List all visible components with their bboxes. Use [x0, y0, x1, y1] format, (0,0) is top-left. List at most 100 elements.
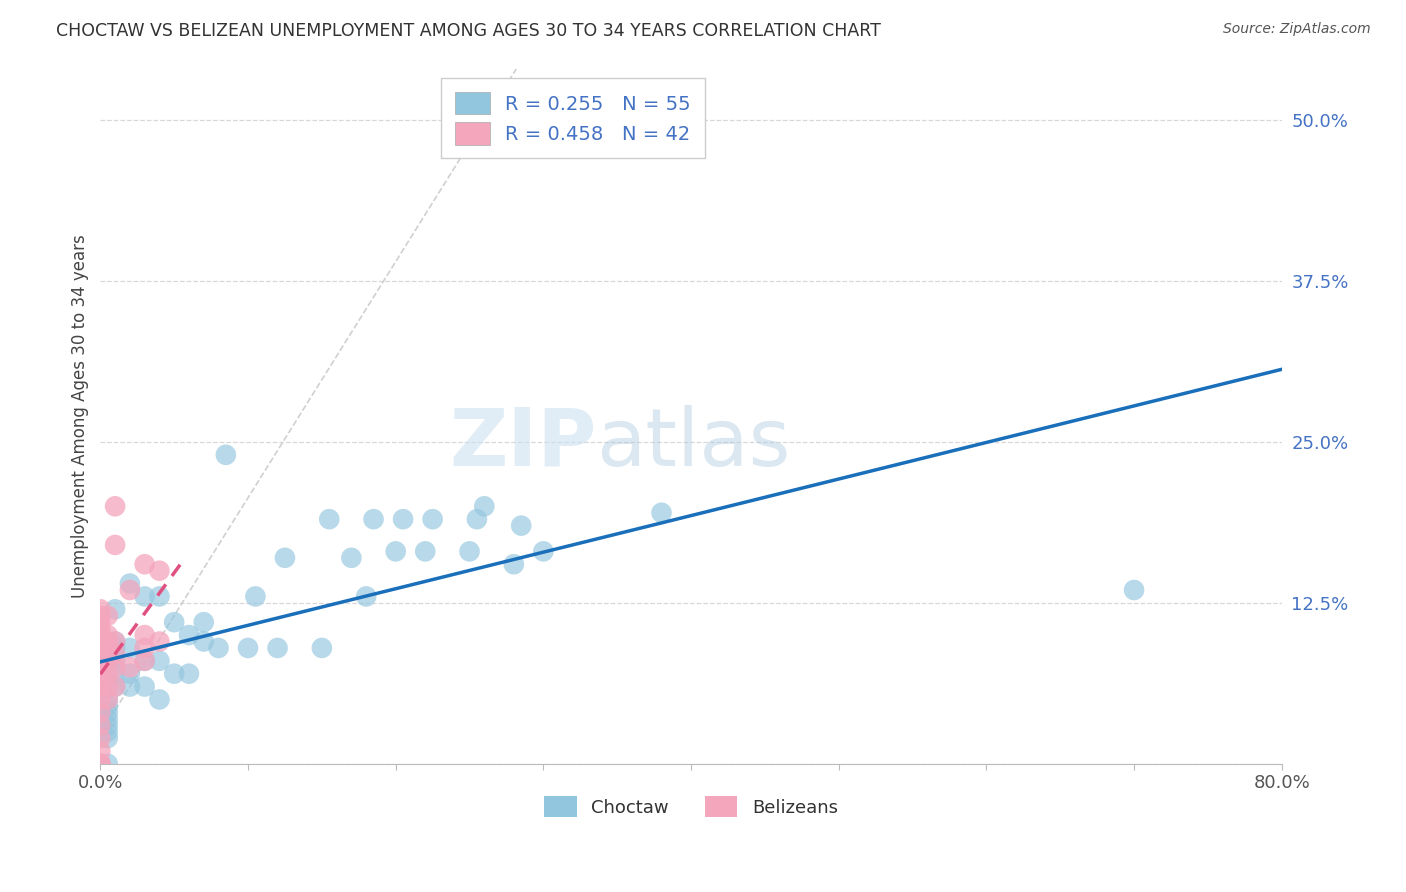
Point: [177, 628, 200, 642]
Point: [89, 718, 111, 732]
Point: [458, 544, 481, 558]
Point: [134, 628, 156, 642]
Point: [1123, 582, 1146, 597]
Point: [104, 538, 127, 552]
Point: [384, 544, 406, 558]
Y-axis label: Unemployment Among Ages 30 to 34 years: Unemployment Among Ages 30 to 34 years: [72, 235, 89, 598]
Point: [89, 756, 111, 771]
Point: [89, 756, 111, 771]
Point: [392, 512, 415, 526]
Point: [89, 673, 111, 687]
Point: [118, 660, 141, 674]
Point: [97, 608, 120, 623]
Point: [97, 640, 120, 655]
Point: [97, 634, 120, 648]
Point: [148, 590, 170, 604]
Point: [134, 680, 156, 694]
Point: [97, 706, 120, 720]
Point: [89, 692, 111, 706]
Point: [363, 512, 385, 526]
Point: [97, 680, 120, 694]
Point: [104, 648, 127, 662]
Point: [97, 666, 120, 681]
Point: [148, 692, 170, 706]
Point: [97, 692, 120, 706]
Point: [104, 666, 127, 681]
Point: [89, 615, 111, 630]
Point: [118, 582, 141, 597]
Point: [177, 666, 200, 681]
Point: [193, 615, 215, 630]
Point: [104, 634, 127, 648]
Point: [104, 500, 127, 514]
Point: [207, 640, 229, 655]
Point: [89, 608, 111, 623]
Point: [118, 576, 141, 591]
Point: [266, 640, 288, 655]
Point: [413, 544, 436, 558]
Point: [148, 634, 170, 648]
Point: [163, 666, 186, 681]
Point: [89, 731, 111, 745]
Point: [97, 654, 120, 668]
Point: [311, 640, 333, 655]
Point: [502, 558, 524, 572]
Point: [134, 590, 156, 604]
Point: [89, 680, 111, 694]
Point: [104, 680, 127, 694]
Point: [236, 640, 259, 655]
Point: [134, 640, 156, 655]
Point: [118, 640, 141, 655]
Text: Source: ZipAtlas.com: Source: ZipAtlas.com: [1223, 22, 1371, 37]
Point: [89, 602, 111, 616]
Point: [97, 628, 120, 642]
Point: [89, 756, 111, 771]
Point: [104, 602, 127, 616]
Point: [134, 558, 156, 572]
Point: [318, 512, 340, 526]
Point: [340, 550, 363, 565]
Point: [104, 654, 127, 668]
Point: [472, 500, 495, 514]
Point: [650, 506, 672, 520]
Point: [148, 654, 170, 668]
Text: ZIP: ZIP: [450, 405, 596, 483]
Text: atlas: atlas: [596, 405, 792, 483]
Point: [97, 731, 120, 745]
Point: [89, 660, 111, 674]
Point: [89, 654, 111, 668]
Point: [510, 518, 533, 533]
Point: [89, 628, 111, 642]
Point: [274, 550, 297, 565]
Point: [104, 660, 127, 674]
Point: [163, 615, 186, 630]
Point: [97, 698, 120, 713]
Point: [104, 680, 127, 694]
Point: [97, 712, 120, 726]
Point: [104, 634, 127, 648]
Point: [422, 512, 444, 526]
Point: [531, 544, 554, 558]
Point: [215, 448, 238, 462]
Point: [354, 590, 377, 604]
Point: [89, 666, 111, 681]
Point: [97, 718, 120, 732]
Point: [89, 640, 111, 655]
Point: [118, 666, 141, 681]
Point: [134, 654, 156, 668]
Text: CHOCTAW VS BELIZEAN UNEMPLOYMENT AMONG AGES 30 TO 34 YEARS CORRELATION CHART: CHOCTAW VS BELIZEAN UNEMPLOYMENT AMONG A…: [56, 22, 882, 40]
Point: [148, 564, 170, 578]
Point: [97, 680, 120, 694]
Point: [89, 634, 111, 648]
Point: [134, 654, 156, 668]
Point: [97, 756, 120, 771]
Point: [118, 680, 141, 694]
Point: [97, 692, 120, 706]
Point: [104, 640, 127, 655]
Point: [89, 622, 111, 636]
Point: [89, 706, 111, 720]
Point: [465, 512, 488, 526]
Point: [89, 744, 111, 758]
Point: [97, 666, 120, 681]
Point: [245, 590, 267, 604]
